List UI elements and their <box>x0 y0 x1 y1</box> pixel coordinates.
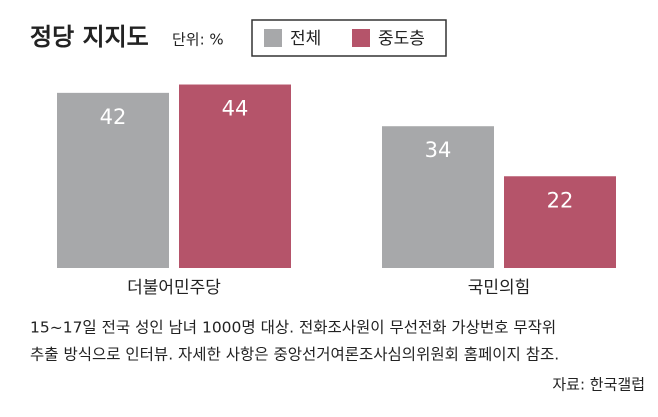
bar <box>504 176 616 268</box>
bar <box>179 84 291 269</box>
chart-title: 정당 지지도 <box>30 23 149 51</box>
chart-subtitle: 단위: % <box>172 31 224 49</box>
legend-label: 중도층 <box>378 29 425 49</box>
note-line: 15~17일 전국 성인 남녀 1000명 대상. 전화조사원이 무선전화 가상… <box>30 319 556 337</box>
x-tick-label: 더불어민주당 <box>127 278 221 298</box>
source: 자료: 한국갤럽 <box>552 376 645 394</box>
value-label: 34 <box>425 138 452 162</box>
bar <box>382 126 494 268</box>
bar <box>57 92 169 268</box>
value-label: 22 <box>547 188 574 212</box>
value-label: 42 <box>100 105 127 129</box>
legend-swatch <box>264 29 282 47</box>
legend-swatch <box>352 29 370 47</box>
x-tick-label: 국민의힘 <box>468 278 531 298</box>
legend-label: 전체 <box>290 29 321 49</box>
legend-box <box>251 19 447 57</box>
note-line: 추출 방식으로 인터뷰. 자세한 사항은 중앙선거여론조사심의위원회 홈페이지 … <box>30 346 559 364</box>
value-label: 44 <box>222 97 249 121</box>
